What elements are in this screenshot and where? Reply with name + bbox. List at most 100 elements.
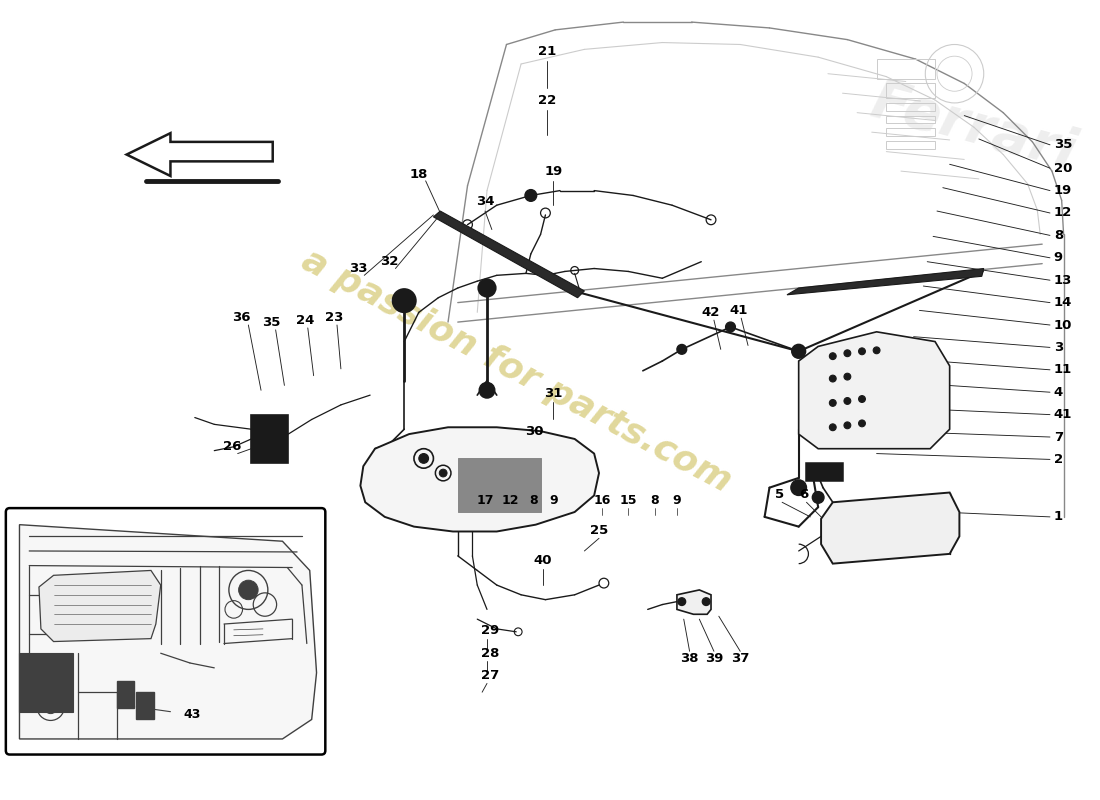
Text: 9: 9 xyxy=(1054,251,1063,264)
Text: 33: 33 xyxy=(349,262,367,275)
Text: 16: 16 xyxy=(593,494,611,507)
Text: 32: 32 xyxy=(381,255,399,268)
Text: 38: 38 xyxy=(680,652,698,665)
Polygon shape xyxy=(361,427,600,531)
Text: 34: 34 xyxy=(476,195,494,208)
Text: 43: 43 xyxy=(183,708,200,721)
Text: 40: 40 xyxy=(534,554,552,567)
Text: 4: 4 xyxy=(1054,386,1063,398)
FancyBboxPatch shape xyxy=(6,508,326,754)
Bar xyxy=(458,458,540,512)
Text: 28: 28 xyxy=(481,646,499,660)
Text: 23: 23 xyxy=(324,310,343,324)
Text: 21: 21 xyxy=(538,45,557,58)
Polygon shape xyxy=(786,269,983,295)
Circle shape xyxy=(829,424,836,430)
Circle shape xyxy=(726,322,736,332)
Text: 41: 41 xyxy=(1054,408,1072,421)
Text: 35: 35 xyxy=(262,315,280,329)
Circle shape xyxy=(829,353,836,359)
Circle shape xyxy=(678,598,685,606)
Circle shape xyxy=(859,420,866,426)
Text: 41: 41 xyxy=(729,304,748,317)
Text: 25: 25 xyxy=(590,524,608,537)
Text: 12: 12 xyxy=(502,494,519,507)
Text: 42: 42 xyxy=(702,306,721,319)
Circle shape xyxy=(239,580,258,600)
Bar xyxy=(887,103,935,110)
Bar xyxy=(887,115,935,123)
Text: 5: 5 xyxy=(774,488,784,501)
Bar xyxy=(887,83,935,98)
Circle shape xyxy=(702,598,710,606)
Bar xyxy=(20,654,73,712)
Text: 35: 35 xyxy=(1054,138,1072,151)
Text: 8: 8 xyxy=(529,494,538,507)
Text: 39: 39 xyxy=(705,652,723,665)
Text: 37: 37 xyxy=(732,652,749,665)
Text: 15: 15 xyxy=(619,494,637,507)
Text: 10: 10 xyxy=(1054,318,1072,331)
Circle shape xyxy=(792,345,805,358)
Text: 11: 11 xyxy=(1054,363,1072,376)
Circle shape xyxy=(844,422,850,429)
Text: 6: 6 xyxy=(799,488,808,501)
Polygon shape xyxy=(126,133,273,176)
Circle shape xyxy=(844,374,850,380)
Polygon shape xyxy=(821,493,959,564)
Circle shape xyxy=(439,469,447,477)
Text: 2: 2 xyxy=(1054,453,1063,466)
Bar xyxy=(255,419,285,437)
Text: 12: 12 xyxy=(1054,206,1072,219)
Circle shape xyxy=(398,295,410,306)
Text: 19: 19 xyxy=(1054,184,1072,197)
Polygon shape xyxy=(39,570,161,642)
Text: Ferrari: Ferrari xyxy=(866,74,1082,181)
Circle shape xyxy=(393,289,416,312)
Bar xyxy=(877,59,935,78)
Text: 14: 14 xyxy=(1054,296,1072,309)
Polygon shape xyxy=(433,211,584,298)
Circle shape xyxy=(676,345,686,354)
Text: 26: 26 xyxy=(222,440,241,454)
Circle shape xyxy=(480,382,495,398)
Text: 19: 19 xyxy=(544,165,562,178)
Circle shape xyxy=(844,350,850,357)
Bar xyxy=(887,141,935,149)
Bar xyxy=(251,414,288,463)
Text: 3: 3 xyxy=(1054,341,1063,354)
Text: 18: 18 xyxy=(409,167,428,181)
Circle shape xyxy=(829,399,836,406)
Circle shape xyxy=(483,284,491,292)
Text: 22: 22 xyxy=(538,94,557,106)
Text: 17: 17 xyxy=(476,494,494,507)
Text: a passion for parts.com: a passion for parts.com xyxy=(296,242,737,499)
Text: 30: 30 xyxy=(526,425,544,438)
Polygon shape xyxy=(799,332,949,449)
Text: 20: 20 xyxy=(1054,162,1072,174)
Circle shape xyxy=(791,480,806,495)
Bar xyxy=(117,681,134,708)
Circle shape xyxy=(844,398,850,404)
Text: 31: 31 xyxy=(544,386,562,400)
Text: 7: 7 xyxy=(1054,430,1063,443)
Circle shape xyxy=(812,491,824,503)
Text: 13: 13 xyxy=(1054,274,1072,286)
Text: 9: 9 xyxy=(549,494,558,507)
Polygon shape xyxy=(676,590,711,614)
Bar xyxy=(255,441,285,458)
Bar xyxy=(887,128,935,136)
Circle shape xyxy=(525,190,537,202)
Circle shape xyxy=(829,375,836,382)
Bar xyxy=(136,692,154,719)
Text: 27: 27 xyxy=(481,669,499,682)
Circle shape xyxy=(873,347,880,354)
Text: 8: 8 xyxy=(1054,229,1063,242)
Text: 29: 29 xyxy=(481,624,499,638)
Circle shape xyxy=(44,700,57,714)
Circle shape xyxy=(859,396,866,402)
Polygon shape xyxy=(20,525,317,739)
Circle shape xyxy=(859,348,866,354)
Bar xyxy=(806,463,844,481)
Text: 36: 36 xyxy=(232,310,251,324)
